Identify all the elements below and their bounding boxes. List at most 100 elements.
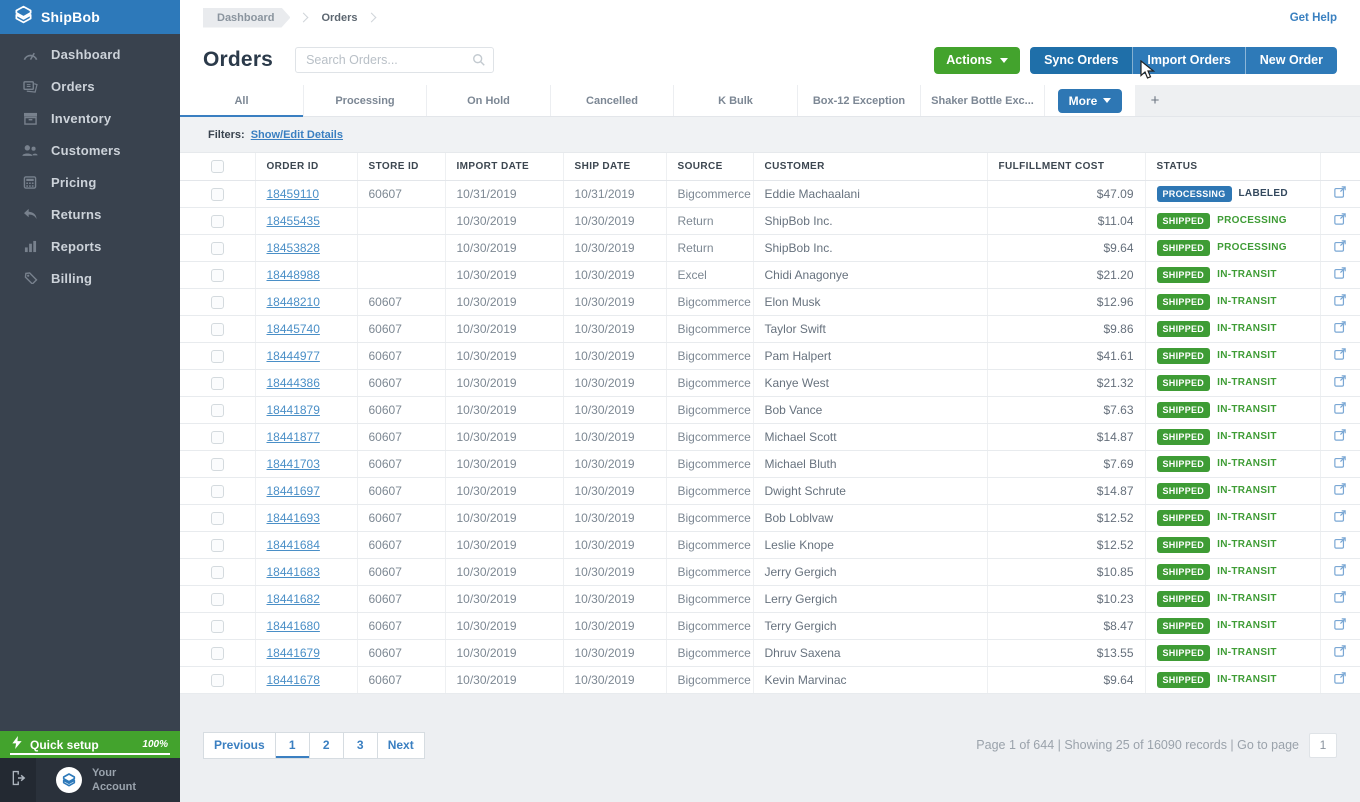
external-link-icon[interactable] (1334, 645, 1346, 660)
order-id-link[interactable]: 18444386 (266, 375, 320, 390)
logout-button[interactable] (0, 758, 36, 802)
add-tab-button[interactable]: + (1150, 92, 1160, 109)
external-link-icon[interactable] (1334, 483, 1346, 498)
order-id-link[interactable]: 18441697 (266, 483, 320, 498)
import-orders-button[interactable]: Import Orders (1133, 46, 1246, 74)
sidebar-item-pricing[interactable]: Pricing (0, 166, 180, 198)
order-id-link[interactable]: 18448988 (266, 267, 320, 282)
row-checkbox[interactable] (210, 538, 224, 552)
next-page-button[interactable]: Next (376, 731, 425, 759)
row-checkbox[interactable] (210, 430, 224, 444)
row-checkbox[interactable] (210, 241, 224, 255)
order-id-link[interactable]: 18459110 (266, 186, 320, 201)
quick-setup-bar[interactable]: Quick setup 100% (0, 731, 180, 758)
external-link-icon[interactable] (1334, 267, 1346, 282)
sidebar-item-billing[interactable]: Billing (0, 262, 180, 294)
tab-on-hold[interactable]: On Hold (427, 85, 551, 116)
external-link-icon[interactable] (1334, 213, 1346, 228)
sidebar-item-inventory[interactable]: Inventory (0, 102, 180, 134)
row-checkbox[interactable] (210, 646, 224, 660)
account-avatar[interactable] (56, 767, 82, 793)
order-id-link[interactable]: 18441683 (266, 564, 320, 579)
filters-row: Filters: Show/Edit Details (180, 117, 1360, 153)
breadcrumb-dashboard[interactable]: Dashboard (203, 8, 290, 28)
order-id-link[interactable]: 18448210 (266, 294, 320, 309)
get-help-link[interactable]: Get Help (1289, 11, 1337, 24)
sidebar-item-customers[interactable]: Customers (0, 134, 180, 166)
row-checkbox[interactable] (210, 484, 224, 498)
row-checkbox[interactable] (210, 511, 224, 525)
previous-page-button[interactable]: Previous (203, 731, 275, 759)
order-id-link[interactable]: 18441684 (266, 537, 320, 552)
select-all-checkbox[interactable] (210, 159, 224, 173)
external-link-icon[interactable] (1334, 510, 1346, 525)
order-id-link[interactable]: 18441879 (266, 402, 320, 417)
tab-box-12-exception[interactable]: Box-12 Exception (798, 85, 921, 116)
external-link-icon[interactable] (1334, 348, 1346, 363)
more-tabs-button[interactable]: More (1057, 88, 1123, 113)
external-link-icon[interactable] (1334, 240, 1346, 255)
order-id-link[interactable]: 18441680 (266, 618, 320, 633)
tab-processing[interactable]: Processing (304, 85, 427, 116)
sidebar-item-reports[interactable]: Reports (0, 230, 180, 262)
tab-all[interactable]: All (180, 85, 304, 117)
order-id-link[interactable]: 18441679 (266, 645, 320, 660)
sync-orders-button[interactable]: Sync Orders (1030, 46, 1134, 74)
row-checkbox[interactable] (210, 322, 224, 336)
row-checkbox[interactable] (210, 673, 224, 687)
order-id-link[interactable]: 18444977 (266, 348, 320, 363)
row-checkbox[interactable] (210, 214, 224, 228)
row-checkbox[interactable] (210, 349, 224, 363)
row-checkbox[interactable] (210, 268, 224, 282)
sidebar-item-orders[interactable]: Orders (0, 70, 180, 102)
row-checkbox[interactable] (210, 187, 224, 201)
table-row: 18441697 60607 10/30/2019 10/30/2019 Bigcomm… (180, 477, 1360, 505)
page-button-1[interactable]: 1 (274, 731, 309, 759)
row-checkbox[interactable] (210, 619, 224, 633)
external-link-icon[interactable] (1334, 672, 1346, 687)
gauge-icon (22, 48, 38, 61)
order-id-link[interactable]: 18441693 (266, 510, 320, 525)
order-id-link[interactable]: 18441678 (266, 672, 320, 687)
tab-cancelled[interactable]: Cancelled (551, 85, 674, 116)
tab-k-bulk[interactable]: K Bulk (674, 85, 798, 116)
external-link-icon[interactable] (1334, 618, 1346, 633)
external-link-icon[interactable] (1334, 537, 1346, 552)
order-id-link[interactable]: 18455435 (266, 213, 320, 228)
row-checkbox[interactable] (210, 403, 224, 417)
show-edit-details-link[interactable]: Show/Edit Details (250, 128, 343, 141)
external-link-icon[interactable] (1334, 321, 1346, 336)
page-button-2[interactable]: 2 (308, 731, 343, 759)
page-button-3[interactable]: 3 (342, 731, 377, 759)
external-link-icon[interactable] (1334, 456, 1346, 471)
import-date-cell: 10/30/2019 (445, 207, 564, 235)
external-link-icon[interactable] (1334, 429, 1346, 444)
row-checkbox[interactable] (210, 295, 224, 309)
search-input[interactable] (295, 47, 495, 73)
order-id-link[interactable]: 18441703 (266, 456, 320, 471)
external-link-icon[interactable] (1334, 402, 1346, 417)
row-checkbox[interactable] (210, 592, 224, 606)
status-label: IN-TRANSIT (1217, 485, 1277, 496)
breadcrumb-orders[interactable]: Orders (321, 11, 358, 24)
external-link-icon[interactable] (1334, 564, 1346, 579)
sidebar-item-returns[interactable]: Returns (0, 198, 180, 230)
order-id-link[interactable]: 18445740 (266, 321, 320, 336)
external-link-icon[interactable] (1334, 591, 1346, 606)
order-id-link[interactable]: 18453828 (266, 240, 320, 255)
external-link-icon[interactable] (1334, 375, 1346, 390)
external-link-icon[interactable] (1334, 186, 1346, 201)
row-checkbox[interactable] (210, 565, 224, 579)
actions-button[interactable]: Actions (934, 46, 1021, 74)
row-checkbox[interactable] (210, 457, 224, 471)
sidebar-item-dashboard[interactable]: Dashboard (0, 38, 180, 70)
goto-page-input[interactable] (1309, 732, 1337, 758)
order-id-link[interactable]: 18441682 (266, 591, 320, 606)
account-label[interactable]: Your Account (92, 766, 136, 794)
logo-bar[interactable]: ShipBob (0, 0, 180, 34)
row-checkbox[interactable] (210, 376, 224, 390)
order-id-link[interactable]: 18441877 (266, 429, 320, 444)
new-order-button[interactable]: New Order (1245, 46, 1337, 74)
external-link-icon[interactable] (1334, 294, 1346, 309)
tab-shaker-bottle-exc[interactable]: Shaker Bottle Exc... (921, 85, 1045, 116)
